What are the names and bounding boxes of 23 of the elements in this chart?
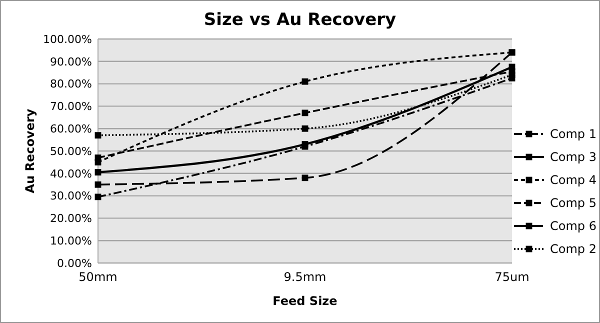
legend-label: Comp 3 [550, 150, 596, 164]
y-tick-label: 70.00% [50, 100, 92, 114]
y-tick-label: 0.00% [57, 256, 92, 270]
y-tick-label: 60.00% [50, 122, 92, 136]
legend-label: Comp 2 [550, 242, 596, 256]
x-tick-label: 75um [494, 270, 530, 284]
y-tick-label: 100.00% [43, 32, 92, 46]
x-axis-title: Feed Size [272, 294, 338, 308]
x-tick-label: 50mm [78, 270, 118, 284]
legend-label: Comp 6 [550, 219, 596, 234]
legend-label: Comp 5 [550, 196, 596, 210]
y-axis-title: Au Recovery [23, 108, 37, 194]
legend-label: Comp 4 [550, 173, 596, 188]
y-tick-label: 20.00% [50, 212, 92, 226]
legend-label: Comp 1 [550, 127, 596, 142]
chart-title: Size vs Au Recovery [204, 10, 396, 30]
y-tick-label: 30.00% [50, 190, 92, 203]
y-tick-label: 80.00% [50, 78, 92, 91]
y-tick-label: 50.00% [50, 144, 92, 158]
y-tick-label: 90.00% [50, 55, 92, 68]
x-tick-label: 9.5mm [284, 270, 326, 284]
y-tick-label: 10.00% [50, 234, 92, 248]
y-tick-label: 40.00% [50, 167, 92, 180]
